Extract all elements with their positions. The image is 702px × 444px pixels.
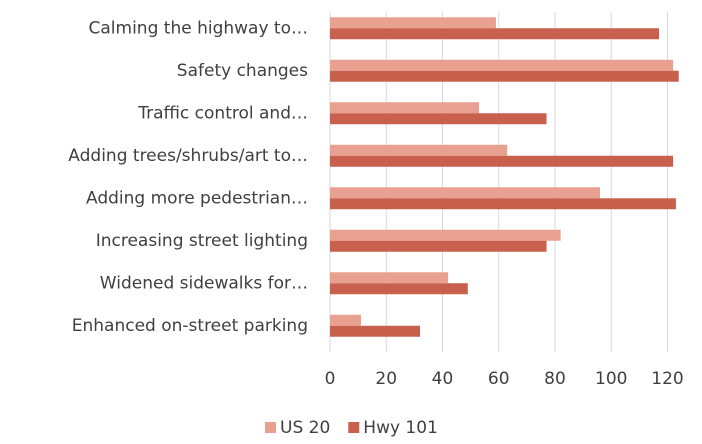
legend-label: Hwy 101 bbox=[363, 418, 438, 438]
x-tick-label: 60 bbox=[488, 369, 510, 389]
x-tick-label: 120 bbox=[651, 369, 683, 389]
y-tick-label: Adding trees/shrubs/art to… bbox=[68, 146, 308, 166]
x-tick-label: 80 bbox=[544, 369, 566, 389]
y-tick-label: Increasing street lighting bbox=[96, 231, 308, 251]
y-tick-label: Calming the highway to… bbox=[89, 18, 308, 38]
y-tick-label: Traffic control and… bbox=[137, 103, 308, 123]
bar bbox=[330, 70, 679, 82]
bar bbox=[330, 314, 361, 326]
bar bbox=[330, 283, 468, 295]
bar bbox=[330, 113, 547, 125]
x-tick-label: 20 bbox=[375, 369, 397, 389]
bar bbox=[330, 17, 496, 29]
bar bbox=[330, 229, 561, 241]
legend-label: US 20 bbox=[280, 418, 330, 438]
bar bbox=[330, 240, 547, 252]
y-tick-label: Adding more pedestrian… bbox=[86, 188, 308, 208]
bar bbox=[330, 102, 480, 114]
bar bbox=[330, 155, 674, 167]
bar bbox=[330, 187, 600, 199]
bar bbox=[330, 28, 660, 40]
legend-swatch bbox=[265, 422, 276, 433]
y-tick-label: Enhanced on-street parking bbox=[72, 316, 308, 336]
x-tick-label: 0 bbox=[325, 369, 336, 389]
bar bbox=[330, 272, 449, 284]
x-tick-label: 100 bbox=[595, 369, 627, 389]
bar bbox=[330, 59, 674, 71]
x-tick-label: 40 bbox=[432, 369, 454, 389]
y-tick-label: Safety changes bbox=[177, 61, 308, 81]
bar bbox=[330, 198, 676, 210]
bar bbox=[330, 325, 420, 337]
legend-swatch bbox=[348, 422, 360, 433]
bar bbox=[330, 144, 508, 156]
y-tick-label: Widened sidewalks for… bbox=[100, 273, 308, 293]
